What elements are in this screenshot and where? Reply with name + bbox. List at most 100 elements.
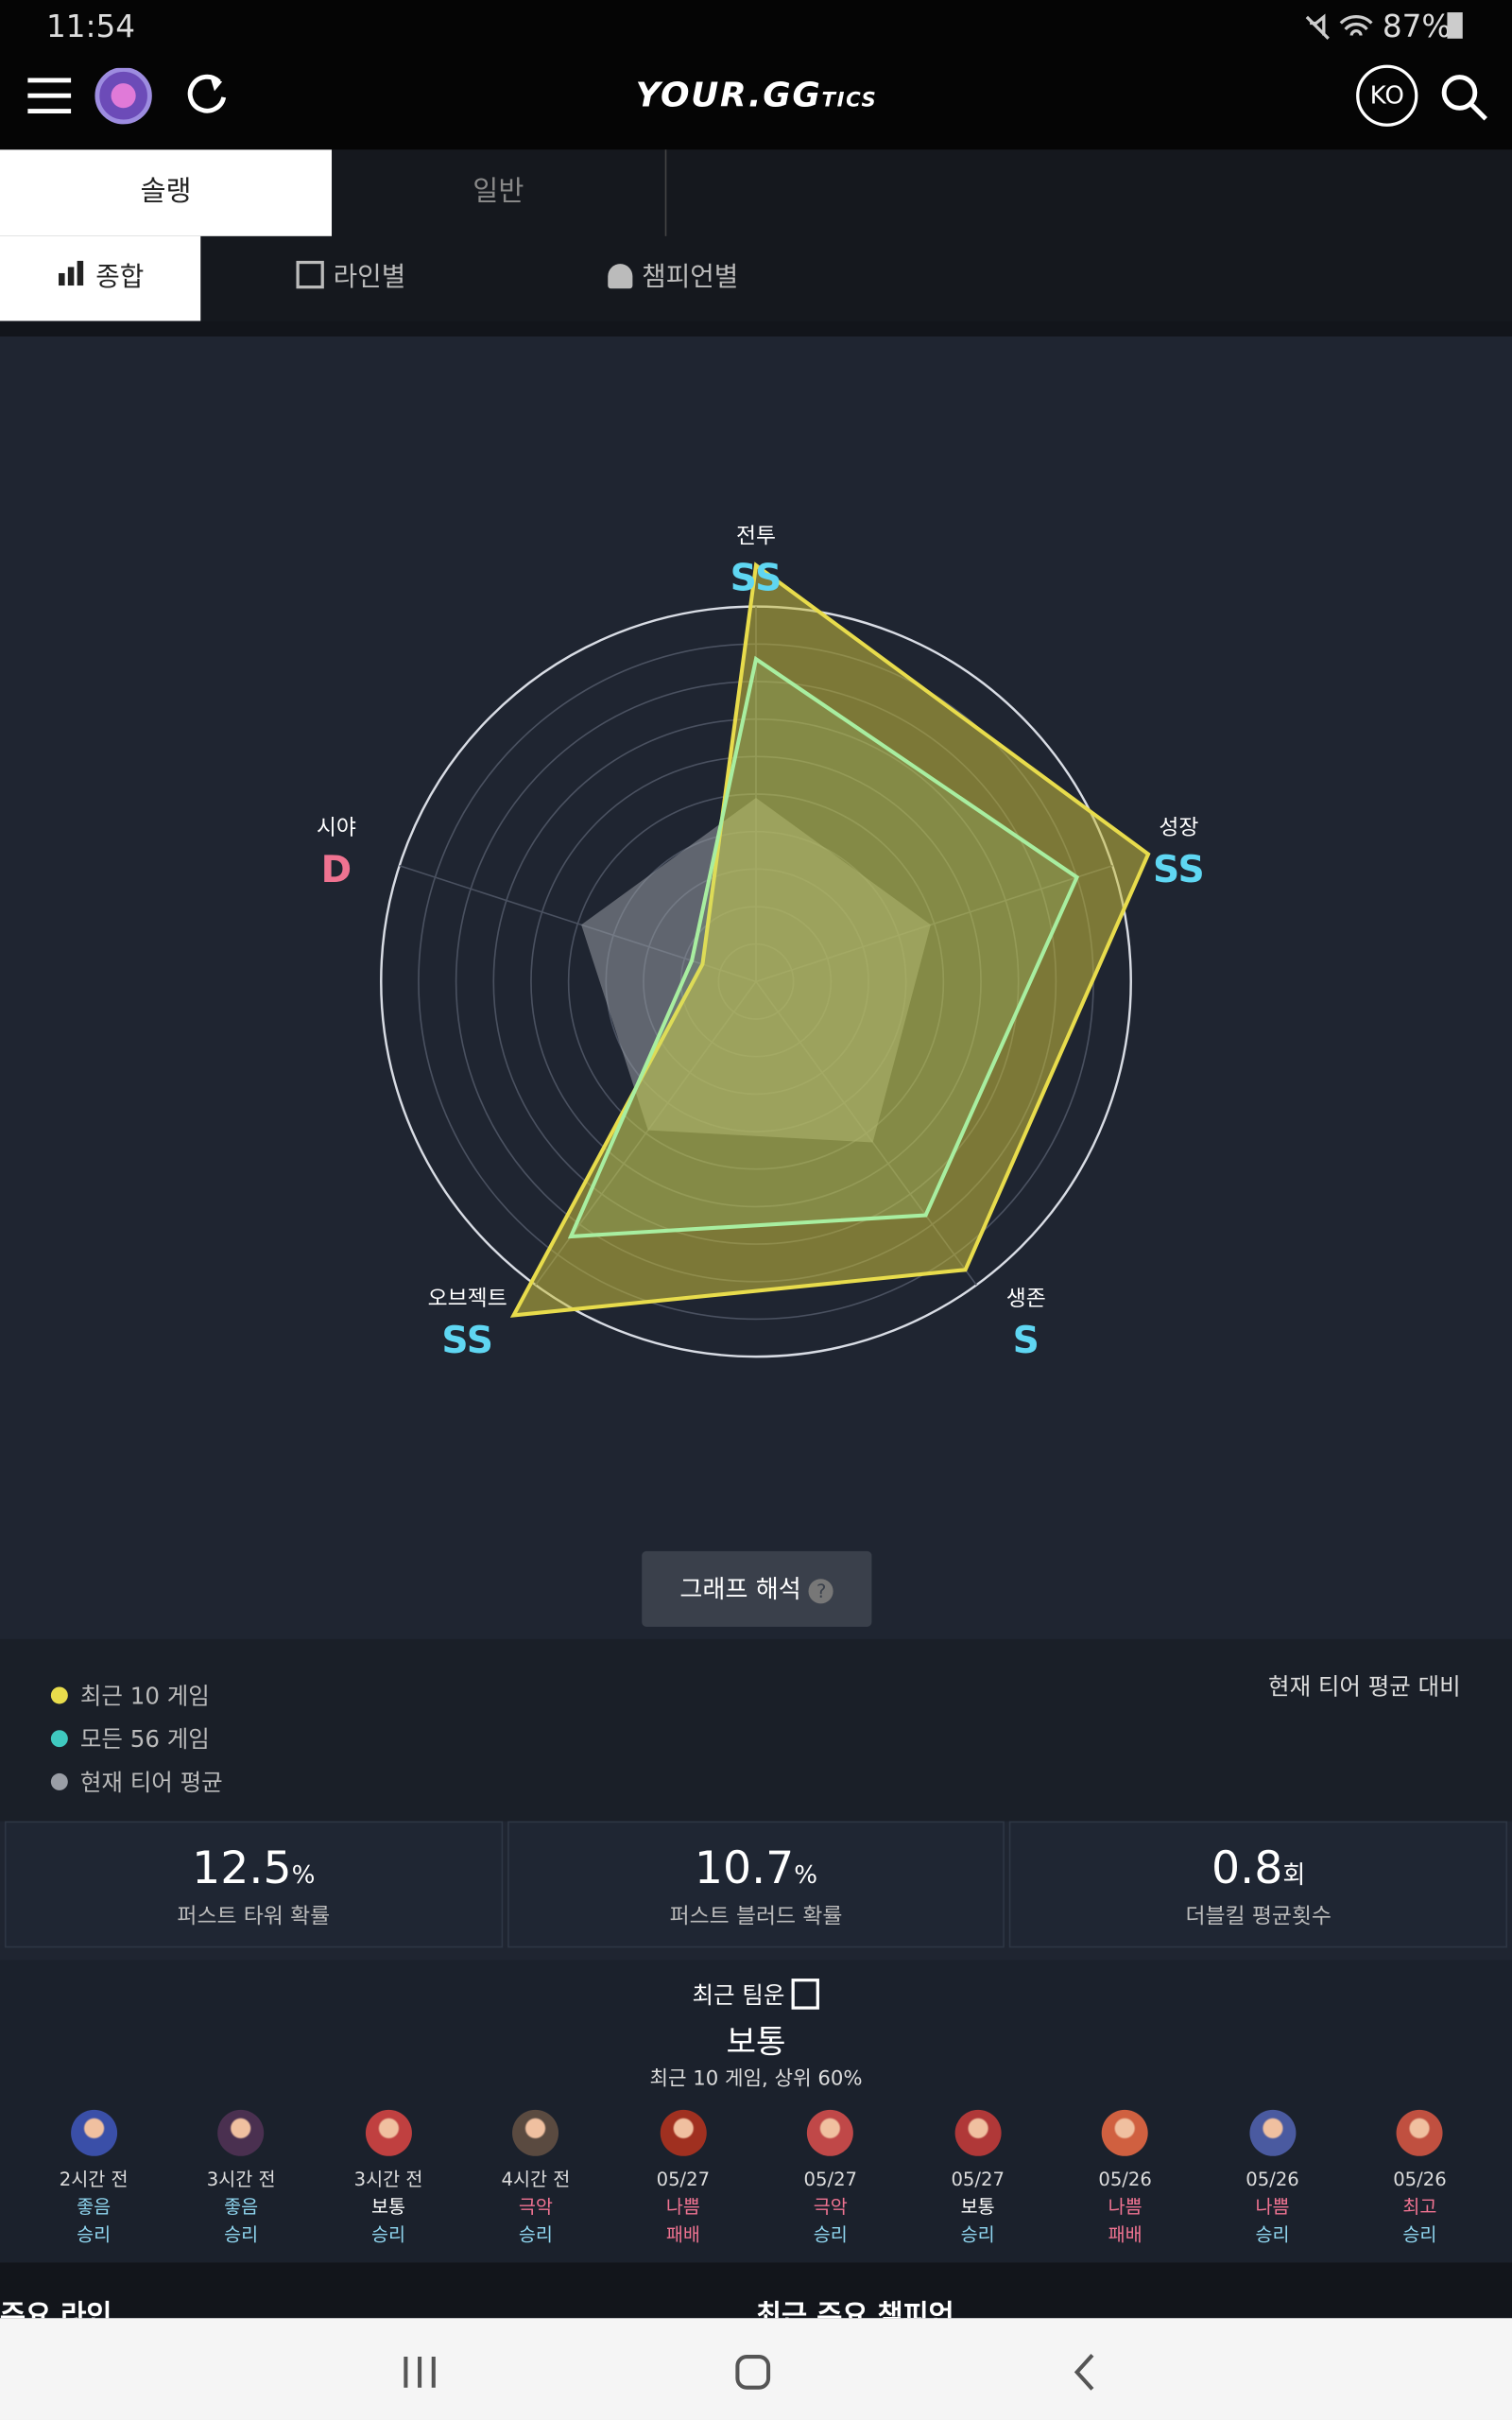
game-time: 05/27 — [803, 2168, 858, 2190]
stat-number: 10.7 — [694, 1841, 795, 1894]
game-result: 승리 — [1255, 2223, 1290, 2246]
legend-item: 모든 56 게임 — [50, 1717, 223, 1760]
game: 05/27 극악 승리 — [757, 2107, 904, 2249]
battery-icon — [1447, 12, 1463, 39]
subtab[interactable]: 챔피언별 — [608, 236, 738, 321]
game-time: 05/27 — [951, 2168, 1005, 2190]
axis-label: 전투 — [736, 525, 776, 549]
game-result: 승리 — [1402, 2223, 1437, 2246]
legend-dot — [50, 1685, 68, 1703]
game-time: 3시간 전 — [206, 2168, 276, 2190]
more-sections: 주요 라인 최근 주요 챔피언 — [0, 2262, 1512, 2319]
game-time: 4시간 전 — [501, 2168, 571, 2190]
stat-number: 12.5 — [192, 1841, 292, 1894]
game-result: 승리 — [370, 2223, 406, 2246]
header-icons[interactable] — [25, 67, 241, 130]
game-result: 승리 — [77, 2223, 112, 2246]
subtab[interactable]: 라인별 — [296, 236, 405, 321]
clock: 11:54 — [45, 8, 136, 45]
stat-value: 10.7% — [508, 1841, 1004, 1894]
game-time: 05/27 — [656, 2168, 711, 2190]
axis-grade: SS — [441, 1320, 493, 1362]
legend-dot — [50, 1772, 68, 1790]
legend-item: 최근 10 게임 — [50, 1673, 223, 1717]
search-icon[interactable] — [1438, 71, 1491, 124]
game-grade: 좋음 — [224, 2196, 259, 2219]
stat-value: 12.5% — [7, 1841, 502, 1894]
battery-text: 87% — [1382, 8, 1452, 45]
game: 2시간 전 좋음 승리 — [20, 2107, 167, 2249]
game: 05/26 나쁨 승리 — [1199, 2107, 1347, 2249]
subtab-active[interactable]: 종합 — [0, 235, 201, 321]
champion-icon — [1249, 2109, 1297, 2156]
game-grade: 나쁨 — [665, 2196, 700, 2219]
axis-label: 생존 — [1006, 1287, 1046, 1311]
game-time: 05/26 — [1393, 2168, 1447, 2190]
game-result: 패배 — [1108, 2223, 1143, 2246]
game-list: 2시간 전 좋음 승리 3시간 전 좋음 승리 3시간 전 보통 승리 4시간 전 극악 승리 05/2… — [20, 2107, 1493, 2249]
nav-icons[interactable] — [0, 2318, 1512, 2420]
team-luck — [0, 1960, 1512, 2263]
stat-number: 0.8 — [1211, 1841, 1283, 1894]
legend-area — [0, 1638, 1512, 1822]
logo-suffix: TICS — [821, 89, 878, 113]
legend-label: 현재 티어 평균 — [79, 1768, 223, 1796]
champion-icon — [807, 2109, 854, 2156]
game-result: 승리 — [960, 2223, 995, 2246]
champion-icon — [70, 2109, 117, 2156]
stat-unit: % — [291, 1859, 316, 1890]
nav-bar — [0, 2318, 1512, 2420]
legend-label: 최근 10 게임 — [79, 1681, 210, 1710]
axis-label: 성장 — [1159, 816, 1198, 840]
game-grade: 극악 — [518, 2196, 553, 2219]
status-icons — [1305, 13, 1373, 40]
tab[interactable]: 일반 — [332, 149, 667, 236]
stat-value: 0.8회 — [1011, 1841, 1506, 1894]
stat-label: 퍼스트 블러드 확률 — [669, 1904, 843, 1929]
top-bar — [0, 0, 1512, 150]
radar-area — [509, 562, 1151, 1318]
game-grade: 보통 — [370, 2196, 406, 2219]
stat-label: 퍼스트 타워 확률 — [177, 1904, 331, 1929]
stat-card: 10.7% 퍼스트 블러드 확률 — [507, 1821, 1005, 1948]
game: 3시간 전 보통 승리 — [315, 2107, 462, 2249]
team-luck-title: 최근 팀운 — [0, 1979, 1512, 2011]
game-result: 승리 — [518, 2223, 553, 2246]
tab-active[interactable]: 솔랭 — [0, 149, 333, 236]
section-title: 주요 라인 — [0, 2299, 112, 2319]
game-time: 2시간 전 — [59, 2168, 129, 2190]
stat-unit: 회 — [1282, 1859, 1306, 1890]
divider — [0, 320, 1512, 337]
subtab-label: 종합 — [95, 262, 145, 294]
radar-area — [567, 655, 1080, 1239]
game-result: 패배 — [665, 2223, 700, 2246]
axis-grade: SS — [1153, 849, 1205, 891]
champion-icon — [954, 2109, 1002, 2156]
graph-help-button[interactable]: 그래프 해석 ? — [642, 1550, 872, 1627]
legend-dot — [50, 1729, 68, 1747]
champion-icon — [1102, 2109, 1149, 2156]
champion-icon — [217, 2109, 265, 2156]
game-grade: 나쁨 — [1108, 2196, 1143, 2219]
game: 05/26 최고 승리 — [1346, 2107, 1493, 2249]
game-result: 승리 — [224, 2223, 259, 2246]
game-time: 05/26 — [1098, 2168, 1152, 2190]
button-label: 그래프 해석 — [679, 1574, 801, 1604]
stat-card: 12.5% 퍼스트 타워 확률 — [4, 1821, 503, 1948]
game-time: 05/26 — [1246, 2168, 1299, 2190]
compare-note: 현재 티어 평균 대비 — [1268, 1672, 1461, 1702]
game-grade: 보통 — [960, 2196, 995, 2219]
axis-grade: SS — [730, 557, 782, 599]
radar-chart: 전투 SS 성장 SS 생존 S 오브젝트 SS 시야 D — [317, 525, 1205, 1362]
stat-label: 더블킬 평균횟수 — [1185, 1904, 1332, 1929]
lang-button[interactable]: KO — [1356, 64, 1418, 127]
subtab-label: 라인별 — [333, 262, 406, 294]
legend-label: 모든 56 게임 — [79, 1724, 210, 1753]
